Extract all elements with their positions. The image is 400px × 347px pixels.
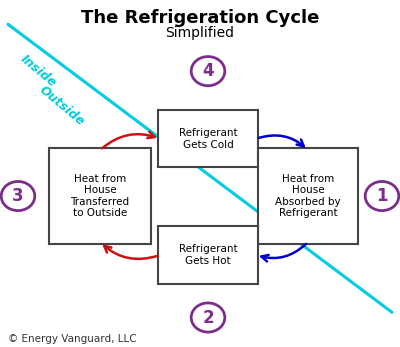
- Text: 1: 1: [376, 187, 388, 205]
- Text: 4: 4: [202, 62, 214, 80]
- Text: 3: 3: [12, 187, 24, 205]
- FancyArrowPatch shape: [259, 135, 304, 146]
- FancyArrowPatch shape: [261, 244, 306, 261]
- Text: Inside: Inside: [18, 52, 58, 90]
- Text: Simplified: Simplified: [166, 26, 234, 40]
- Text: Refrigerant
Gets Cold: Refrigerant Gets Cold: [179, 128, 237, 150]
- Text: 2: 2: [202, 308, 214, 327]
- Text: Heat from
House
Absorbed by
Refrigerant: Heat from House Absorbed by Refrigerant: [275, 174, 341, 219]
- FancyBboxPatch shape: [158, 110, 258, 168]
- Text: © Energy Vanguard, LLC: © Energy Vanguard, LLC: [8, 333, 137, 344]
- Text: Outside: Outside: [37, 83, 87, 128]
- FancyBboxPatch shape: [158, 226, 258, 284]
- Text: Heat from
House
Transferred
to Outside: Heat from House Transferred to Outside: [70, 174, 130, 219]
- FancyArrowPatch shape: [102, 132, 155, 148]
- FancyArrowPatch shape: [104, 246, 157, 259]
- FancyBboxPatch shape: [49, 149, 151, 244]
- Text: Refrigerant
Gets Hot: Refrigerant Gets Hot: [179, 244, 237, 266]
- FancyBboxPatch shape: [258, 149, 358, 244]
- Text: The Refrigeration Cycle: The Refrigeration Cycle: [81, 9, 319, 27]
